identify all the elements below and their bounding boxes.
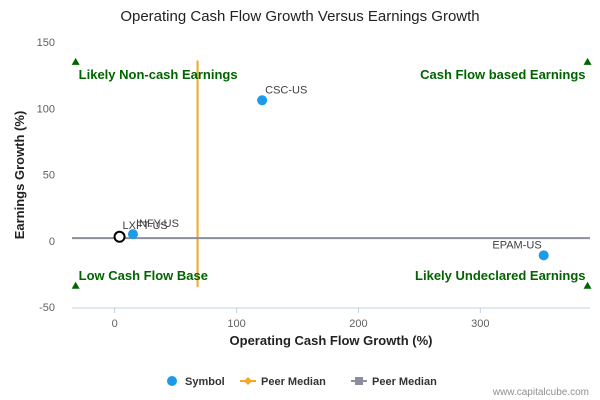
legend-label: Peer Median [372,376,437,388]
point-label: EPAM-US [492,239,541,251]
quadrant-marker-icon [71,281,80,289]
legend-label: Symbol [185,376,225,388]
quadrant-label: Likely Undeclared Earnings [415,268,586,283]
legend-item[interactable]: Symbol [167,376,225,388]
point-label: LXFT-US [123,220,168,232]
data-point [538,250,549,261]
quadrant-marker-icon [583,281,592,289]
credits-link[interactable]: www.capitalcube.com [492,387,589,398]
chart-title: Operating Cash Flow Growth Versus Earnin… [120,8,479,25]
quadrant-marker-icon [583,57,592,65]
legend[interactable]: Symbol Peer Median Peer Median [167,376,437,388]
quadrant-label: Low Cash Flow Base [79,268,208,283]
legend-item[interactable]: Peer Median [351,376,437,388]
y-tick-label: 50 [43,170,55,182]
y-tick-label: 0 [49,236,55,248]
y-tick-label: 100 [37,103,55,115]
quadrant-marker-icon [71,57,80,65]
x-tick-label: 100 [227,318,245,330]
point-label: INFY-US [136,218,179,230]
x-tick-label: 200 [349,318,367,330]
legend-item[interactable]: Peer Median [240,376,326,388]
y-tick-label: 150 [37,37,55,49]
legend-square-icon [355,377,363,385]
legend-symbol-icon [167,376,177,386]
legend-diamond-icon [244,377,252,385]
x-axis-title: Operating Cash Flow Growth (%) [230,333,433,348]
y-tick-label: -50 [39,302,55,314]
data-point [257,95,268,106]
quadrant-label: Likely Non-cash Earnings [79,67,238,82]
plot-area: 0 100 200 300 -50 0 50 100 150 Likely Non-cash Ea… [37,37,592,330]
highlight-point [113,230,126,243]
point-label: CSC-US [265,84,307,96]
data-point [127,229,138,240]
legend-label: Peer Median [261,376,326,388]
y-axis-title: Earnings Growth (%) [12,111,27,240]
quadrant-label: Cash Flow based Earnings [420,67,585,82]
x-tick-label: 0 [112,318,118,330]
x-tick-label: 300 [471,318,489,330]
